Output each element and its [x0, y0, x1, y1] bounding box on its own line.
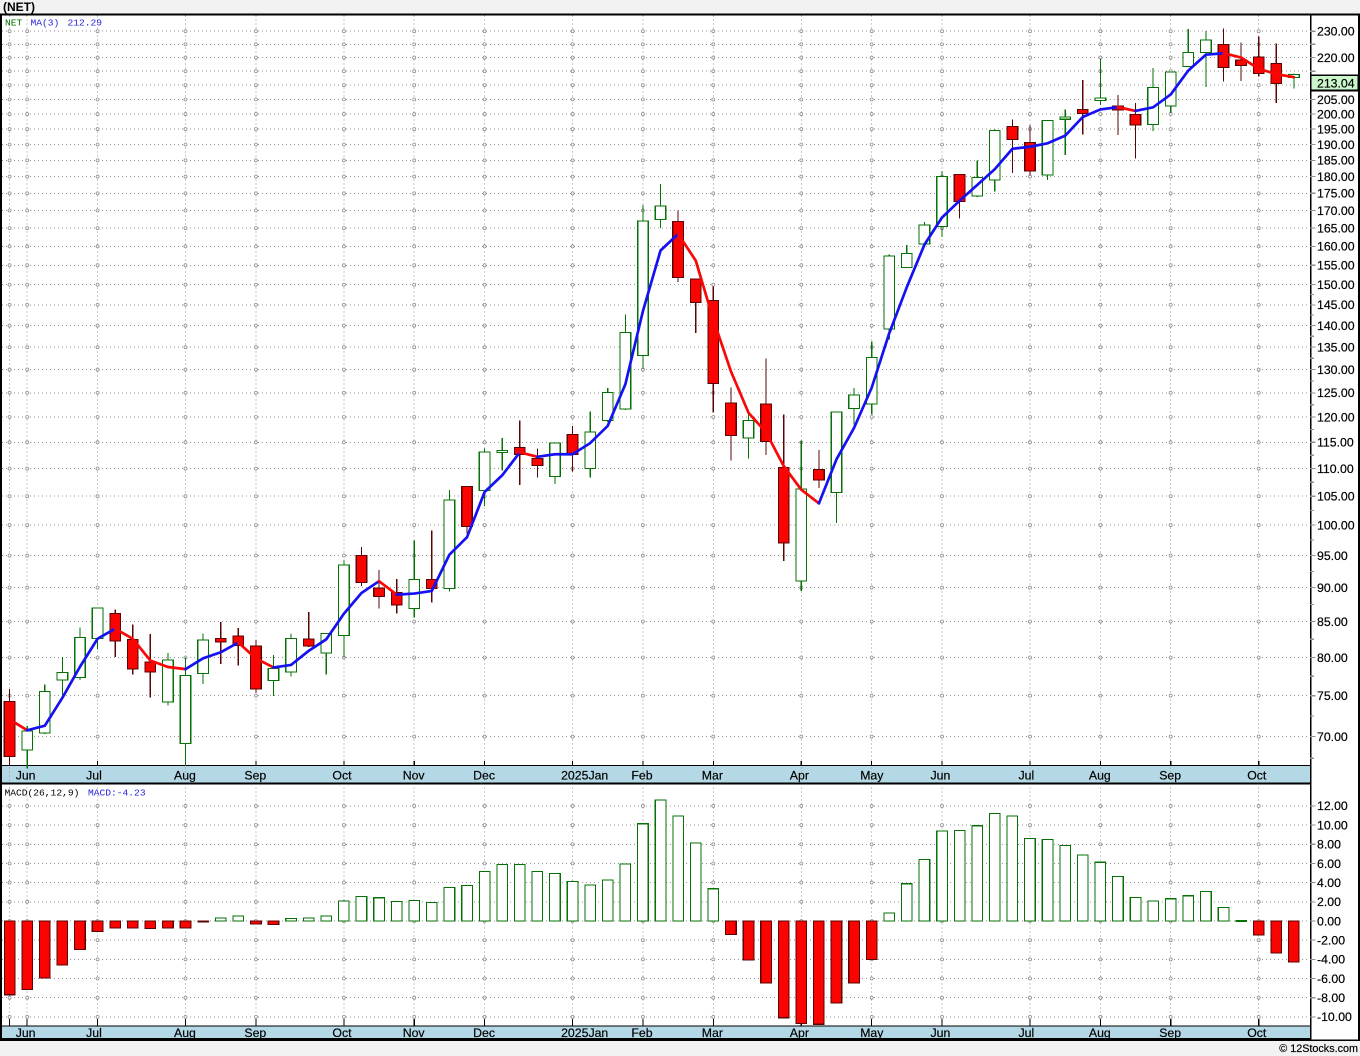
- svg-text:Feb: Feb: [631, 1026, 652, 1040]
- svg-text:May: May: [860, 1026, 884, 1040]
- svg-text:Jul: Jul: [86, 1026, 102, 1040]
- svg-text:Apr: Apr: [790, 769, 809, 783]
- svg-text:© 12Stocks.com: © 12Stocks.com: [1279, 1043, 1358, 1055]
- svg-text:200.00: 200.00: [1317, 107, 1355, 121]
- svg-text:4.00: 4.00: [1317, 876, 1341, 890]
- svg-text:Oct: Oct: [332, 1026, 352, 1040]
- svg-text:Nov: Nov: [403, 1026, 426, 1040]
- svg-text:Aug: Aug: [174, 1026, 196, 1040]
- svg-text:-6.00: -6.00: [1317, 972, 1345, 986]
- svg-text:80.00: 80.00: [1317, 651, 1348, 665]
- svg-text:Apr: Apr: [790, 1026, 809, 1040]
- svg-text:Jun: Jun: [16, 1026, 36, 1040]
- svg-text:NET: NET: [5, 18, 23, 29]
- svg-text:-4.00: -4.00: [1317, 953, 1345, 967]
- svg-text:Sep: Sep: [1159, 769, 1181, 783]
- svg-text:170.00: 170.00: [1317, 204, 1355, 218]
- svg-text:Oct: Oct: [332, 769, 352, 783]
- svg-text:175.00: 175.00: [1317, 187, 1355, 201]
- svg-text:190.00: 190.00: [1317, 138, 1355, 152]
- svg-text:Mar: Mar: [702, 1026, 723, 1040]
- svg-text:Sep: Sep: [244, 1026, 266, 1040]
- svg-text:180.00: 180.00: [1317, 170, 1355, 184]
- svg-text:100.00: 100.00: [1317, 518, 1355, 532]
- svg-text:Aug: Aug: [1089, 1026, 1111, 1040]
- svg-text:115.00: 115.00: [1317, 436, 1354, 450]
- svg-text:Sep: Sep: [1159, 1026, 1181, 1040]
- svg-text:85.00: 85.00: [1317, 615, 1348, 629]
- svg-text:Jul: Jul: [1019, 769, 1035, 783]
- svg-text:Feb: Feb: [631, 769, 652, 783]
- svg-text:213.04: 213.04: [1317, 76, 1355, 90]
- svg-text:150.00: 150.00: [1317, 278, 1355, 292]
- svg-text:Dec: Dec: [473, 769, 495, 783]
- svg-text:Sep: Sep: [244, 769, 266, 783]
- svg-text:2.00: 2.00: [1317, 895, 1341, 909]
- svg-text:212.29: 212.29: [68, 18, 103, 29]
- svg-text:185.00: 185.00: [1317, 154, 1355, 168]
- svg-text:Jun: Jun: [16, 769, 36, 783]
- svg-text:Oct: Oct: [1247, 1026, 1267, 1040]
- svg-text:165.00: 165.00: [1317, 222, 1355, 236]
- svg-text:2025Jan: 2025Jan: [561, 769, 608, 783]
- svg-text:120.00: 120.00: [1317, 410, 1355, 424]
- svg-text:135.00: 135.00: [1317, 341, 1355, 355]
- svg-text:Oct: Oct: [1247, 769, 1267, 783]
- svg-text:Nov: Nov: [403, 769, 426, 783]
- svg-text:-10.00: -10.00: [1317, 1010, 1352, 1024]
- svg-text:140.00: 140.00: [1317, 319, 1355, 333]
- svg-text:125.00: 125.00: [1317, 386, 1355, 400]
- svg-text:12.00: 12.00: [1317, 799, 1348, 813]
- svg-text:Dec: Dec: [473, 1026, 495, 1040]
- svg-text:110.00: 110.00: [1317, 462, 1354, 476]
- svg-text:-2.00: -2.00: [1317, 934, 1345, 948]
- svg-text:Jun: Jun: [931, 1026, 951, 1040]
- svg-text:MA(3): MA(3): [31, 18, 60, 29]
- svg-text:90.00: 90.00: [1317, 581, 1348, 595]
- svg-text:105.00: 105.00: [1317, 490, 1355, 504]
- svg-text:Mar: Mar: [702, 769, 723, 783]
- svg-text:230.00: 230.00: [1317, 25, 1355, 39]
- svg-text:205.00: 205.00: [1317, 93, 1355, 107]
- svg-text:75.00: 75.00: [1317, 689, 1348, 703]
- svg-text:Aug: Aug: [174, 769, 196, 783]
- svg-text:Jun: Jun: [931, 769, 951, 783]
- svg-text:May: May: [860, 769, 884, 783]
- svg-text:Jul: Jul: [1019, 1026, 1035, 1040]
- svg-text:0.00: 0.00: [1317, 914, 1341, 928]
- svg-text:70.00: 70.00: [1317, 730, 1348, 744]
- svg-text:2025Jan: 2025Jan: [561, 1026, 608, 1040]
- svg-text:95.00: 95.00: [1317, 549, 1348, 563]
- svg-text:155.00: 155.00: [1317, 259, 1355, 273]
- svg-text:8.00: 8.00: [1317, 838, 1341, 852]
- svg-text:195.00: 195.00: [1317, 122, 1355, 136]
- svg-text:160.00: 160.00: [1317, 240, 1355, 254]
- svg-text:(NET): (NET): [3, 0, 35, 14]
- svg-text:MACD(26,12,9): MACD(26,12,9): [5, 787, 80, 798]
- svg-text:6.00: 6.00: [1317, 857, 1341, 871]
- svg-text:Aug: Aug: [1089, 769, 1111, 783]
- svg-text:Jul: Jul: [86, 769, 102, 783]
- svg-text:-8.00: -8.00: [1317, 991, 1345, 1005]
- svg-text:220.00: 220.00: [1317, 51, 1355, 65]
- svg-text:145.00: 145.00: [1317, 298, 1355, 312]
- svg-text:130.00: 130.00: [1317, 363, 1355, 377]
- svg-text:10.00: 10.00: [1317, 818, 1348, 832]
- svg-text:MACD:-4.23: MACD:-4.23: [88, 787, 146, 798]
